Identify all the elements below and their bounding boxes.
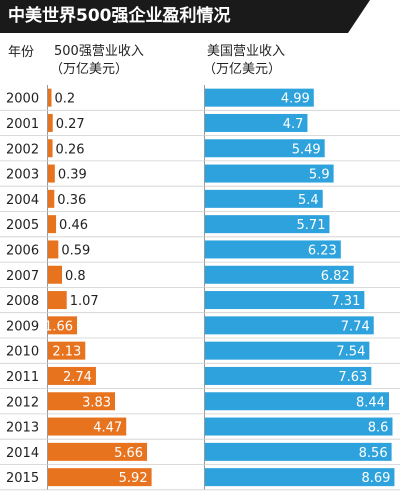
global500-value-label: 5.92 (119, 471, 148, 486)
global500-bar (48, 442, 148, 461)
global500-bar (48, 164, 55, 183)
global500-value-label: 1.66 (44, 319, 73, 334)
global500-value-label: 0.39 (58, 168, 87, 183)
year-label: 2005 (6, 218, 39, 233)
global500-bar (48, 341, 86, 360)
us-bar (205, 240, 341, 259)
global500-bar (48, 417, 127, 436)
global500-value-label: 4.47 (93, 421, 122, 436)
year-label: 2015 (6, 471, 39, 486)
global500-bar (48, 291, 67, 310)
global500-bar (48, 240, 59, 259)
us-bar (205, 164, 334, 183)
us-value-label: 8.44 (356, 395, 385, 410)
global500-value-label: 0.27 (56, 117, 85, 132)
global500-bar (48, 265, 62, 284)
global500-bar (48, 215, 57, 234)
global500-value-label: 5.66 (114, 446, 143, 461)
global500-bar (48, 139, 53, 158)
global500-unit-label: （万亿美元） (50, 62, 129, 77)
us-bar (205, 113, 308, 132)
us-value-label: 5.4 (298, 193, 319, 208)
global500-bar (48, 189, 55, 208)
us-bar (205, 442, 392, 461)
year-label: 2007 (6, 269, 39, 284)
us-bar (205, 139, 325, 158)
us-value-label: 6.82 (321, 269, 350, 284)
us-value-label: 4.99 (281, 92, 310, 107)
global500-value-label: 3.83 (82, 395, 111, 410)
year-label: 2006 (6, 243, 39, 258)
us-value-label: 5.71 (297, 218, 326, 233)
us-value-label: 7.31 (331, 294, 360, 309)
us-value-label: 8.6 (368, 421, 389, 436)
global500-bar (48, 366, 96, 385)
global500-value-label: 0.36 (57, 193, 86, 208)
title-banner-shape (0, 0, 370, 33)
us-value-label: 7.54 (336, 345, 365, 360)
us-bar (205, 316, 374, 335)
year-label: 2011 (6, 370, 39, 385)
global500-value-label: 0.8 (65, 269, 86, 284)
global500-value-label: 2.13 (52, 345, 81, 360)
us-value-label: 6.23 (308, 243, 337, 258)
year-label: 2012 (6, 395, 39, 410)
year-label: 2000 (6, 92, 39, 107)
year-label: 2009 (6, 319, 39, 334)
global500-bar (48, 392, 116, 411)
us-column-header: 美国营业收入 (207, 44, 286, 59)
global500-bar (48, 113, 53, 132)
us-bar (205, 189, 323, 208)
us-value-label: 8.56 (359, 446, 388, 461)
us-value-label: 8.69 (361, 471, 390, 486)
global500-value-label: 0.59 (61, 243, 90, 258)
global500-value-label: 0.2 (55, 92, 76, 107)
global500-bar (48, 468, 152, 487)
year-label: 2008 (6, 294, 39, 309)
us-bar (205, 366, 372, 385)
year-label: 2010 (6, 345, 39, 360)
us-bar (205, 341, 370, 360)
year-label: 2014 (6, 446, 39, 461)
global500-bar (48, 316, 78, 335)
us-bar (205, 417, 393, 436)
us-bar (205, 468, 395, 487)
us-value-label: 5.49 (292, 142, 321, 157)
year-label: 2013 (6, 421, 39, 436)
title-bar: 中美世界500强企业盈利情况 (0, 0, 400, 33)
global500-column-header: 500强营业收入 (54, 44, 144, 59)
us-value-label: 7.63 (338, 370, 367, 385)
us-bar (205, 88, 314, 107)
us-value-label: 5.9 (309, 168, 330, 183)
chart-title: 中美世界500强企业盈利情况 (8, 6, 231, 26)
year-label: 2001 (6, 117, 39, 132)
us-bar (205, 291, 365, 310)
global500-value-label: 2.74 (63, 370, 92, 385)
global500-bar (48, 88, 52, 107)
global500-value-label: 0.46 (59, 218, 88, 233)
us-bar (205, 215, 330, 234)
year-label: 2002 (6, 142, 39, 157)
year-label: 2003 (6, 168, 39, 183)
us-bar (205, 392, 389, 411)
year-label: 2004 (6, 193, 39, 208)
us-value-label: 7.74 (341, 319, 370, 334)
us-unit-label: （万亿美元） (203, 62, 282, 77)
us-bar (205, 265, 354, 284)
global500-value-label: 1.07 (70, 294, 99, 309)
year-column-header: 年份 (8, 45, 35, 60)
us-value-label: 4.7 (283, 117, 304, 132)
global500-value-label: 0.26 (56, 142, 85, 157)
